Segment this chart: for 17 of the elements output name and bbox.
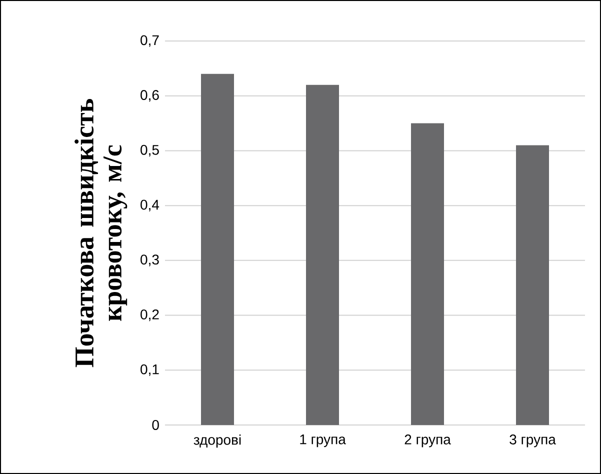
bar bbox=[306, 84, 340, 425]
y-tick-label: 0 bbox=[152, 420, 159, 430]
bar bbox=[201, 74, 234, 425]
x-tick-label: здорові bbox=[194, 434, 241, 448]
bar bbox=[411, 123, 444, 425]
bar bbox=[516, 145, 549, 425]
y-tick-label: 0,5 bbox=[140, 144, 159, 156]
y-tick-label: 0,7 bbox=[140, 35, 159, 47]
y-axis-title: Початкова швидкість кровотоку, м/с bbox=[74, 98, 128, 368]
x-tick-label: 2 група bbox=[404, 434, 451, 448]
y-tick-label: 0,6 bbox=[140, 90, 159, 102]
y-tick-label: 0,4 bbox=[140, 200, 160, 212]
x-tick-label: 3 група bbox=[510, 434, 556, 448]
y-tick-label: 0,3 bbox=[140, 254, 159, 266]
x-tick-label: 1 група bbox=[300, 434, 346, 448]
y-tick-label: 0,2 bbox=[140, 309, 159, 322]
y-tick-label: 0,1 bbox=[140, 364, 159, 376]
